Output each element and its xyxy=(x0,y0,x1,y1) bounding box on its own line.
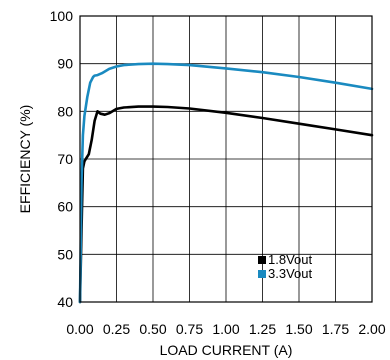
y-tick-label: 80 xyxy=(57,103,73,119)
x-tick-label: 0.75 xyxy=(176,321,203,337)
y-tick-labels: 40 50 60 70 80 90 100 xyxy=(50,8,74,310)
x-tick-label: 1.25 xyxy=(249,321,276,337)
y-tick-label: 100 xyxy=(50,8,74,24)
x-axis-title: LOAD CURRENT (A) xyxy=(160,342,293,358)
y-tick-label: 70 xyxy=(57,151,73,167)
y-tick-label: 50 xyxy=(57,246,73,262)
y-tick-label: 40 xyxy=(57,294,73,310)
legend-label: 3.3Vout xyxy=(268,266,312,281)
legend-label: 1.8Vout xyxy=(268,252,312,267)
x-tick-label: 1.00 xyxy=(212,321,239,337)
y-tick-label: 90 xyxy=(57,56,73,72)
x-tick-label: 0.25 xyxy=(103,321,130,337)
y-tick-label: 60 xyxy=(57,199,73,215)
legend-swatch xyxy=(258,270,266,278)
y-axis-title: EFFICIENCY (%) xyxy=(17,105,33,214)
x-tick-label: 0.50 xyxy=(139,321,166,337)
x-tick-label: 0.00 xyxy=(66,321,93,337)
series-line-1 xyxy=(78,62,374,304)
grid-lines xyxy=(80,16,372,302)
series-lines xyxy=(78,62,374,304)
x-tick-label: 1.50 xyxy=(285,321,312,337)
x-tick-label: 2.00 xyxy=(358,321,385,337)
plot-frame xyxy=(79,15,373,303)
x-tick-labels: 0.00 0.25 0.50 0.75 1.00 1.25 1.50 1.75 2.00 xyxy=(66,321,385,337)
x-tick-label: 1.75 xyxy=(322,321,349,337)
series-line-0 xyxy=(78,105,374,304)
legend-swatch xyxy=(258,256,266,264)
